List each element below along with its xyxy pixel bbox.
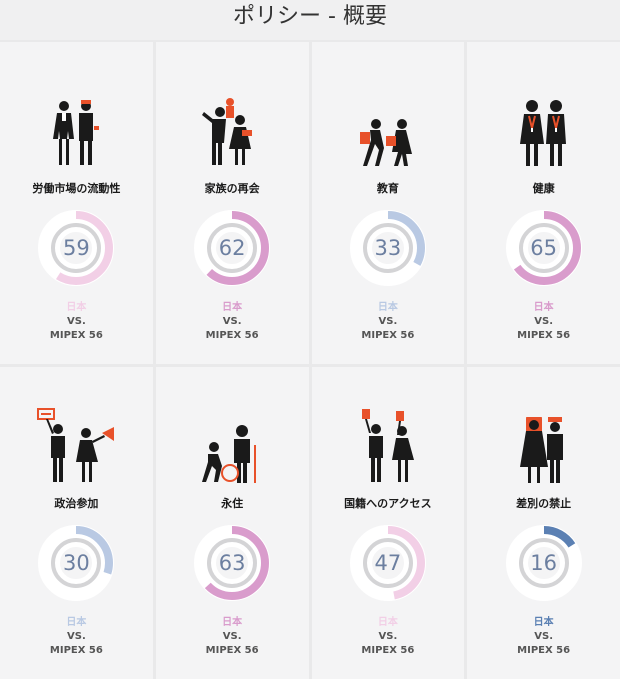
policy-card-family-reunion[interactable]: 家族の再会 62 日本 VS. MIPEX 56 [155, 42, 309, 364]
policy-label: 国籍へのアクセス [344, 497, 432, 510]
mipex-average: MIPEX 56 [49, 645, 103, 656]
score-value: 59 [63, 236, 90, 260]
score-value: 62 [218, 236, 246, 260]
score-donut: 59 [38, 210, 115, 286]
score-value: 47 [374, 551, 402, 575]
policy-card-labour-market[interactable]: 労働市場の流動性 59 日本 VS. MIPEX 56 [0, 42, 153, 364]
score-arc [350, 526, 425, 600]
policy-card-health[interactable]: 健康 65 日本 VS. MIPEX 56 [467, 42, 620, 364]
policy-label: 健康 [532, 182, 555, 195]
score-arc [506, 211, 581, 285]
doctors-icon [519, 100, 566, 166]
score-value: 33 [374, 236, 402, 260]
page-title: ポリシー - 概要 [0, 0, 620, 40]
score-arc [39, 211, 114, 285]
mipex-inner-ring [207, 223, 258, 273]
mipex-inner-ring [518, 223, 569, 273]
country-label: 日本 [533, 617, 554, 628]
policy-card-education[interactable]: 教育 33 日本 VS. MIPEX 56 [311, 42, 465, 364]
vs-label: VS. [378, 631, 398, 642]
mipex-average: MIPEX 56 [205, 330, 259, 341]
score-value: 63 [218, 551, 246, 575]
policy-label: 教育 [376, 182, 399, 195]
mipex-inner-ring [51, 538, 102, 588]
mipex-average: MIPEX 56 [361, 330, 415, 341]
policy-label: 政治参加 [54, 497, 99, 510]
mipex-average: MIPEX 56 [361, 645, 415, 656]
score-arc [195, 526, 270, 600]
score-value: 65 [530, 236, 557, 260]
policy-card-nationality-access[interactable]: 国籍へのアクセス 47 日本 VS. MIPEX 56 [311, 367, 465, 679]
vs-label: VS. [222, 316, 242, 327]
vs-label: VS. [534, 631, 553, 642]
mipex-average: MIPEX 56 [517, 645, 571, 656]
mipex-average: MIPEX 56 [49, 330, 103, 341]
score-donut: 47 [349, 525, 426, 601]
mipex-inner-ring [207, 538, 258, 588]
score-donut: 65 [505, 210, 582, 286]
score-donut: 63 [194, 525, 271, 601]
country-label: 日本 [222, 302, 243, 313]
vs-label: VS. [67, 316, 86, 327]
family-with-child-icon [202, 425, 257, 483]
vs-label: VS. [67, 631, 86, 642]
diverse-couple-icon [519, 417, 563, 483]
policy-card-political-participation[interactable]: 政治参加 30 日本 VS. MIPEX 56 [0, 367, 153, 679]
mipex-inner-ring [362, 223, 413, 273]
mipex-average: MIPEX 56 [517, 330, 571, 341]
vs-label: VS. [378, 316, 398, 327]
policy-label: 永住 [221, 497, 244, 510]
country-label: 日本 [222, 617, 243, 628]
country-label: 日本 [377, 302, 398, 313]
vs-label: VS. [534, 316, 553, 327]
score-arc [350, 211, 425, 285]
policy-grid: 労働市場の流動性 59 日本 VS. MIPEX 56 [0, 40, 620, 679]
country-label: 日本 [66, 617, 87, 628]
policy-label: 家族の再会 [204, 182, 260, 195]
family-reunion-icon [202, 98, 253, 165]
mipex-inner-ring [362, 538, 413, 588]
score-arc [506, 526, 581, 600]
rally-icon [37, 408, 115, 482]
policy-label: 差別の禁止 [516, 497, 572, 510]
score-donut: 30 [38, 525, 115, 601]
score-donut: 62 [194, 210, 271, 286]
voters-icon [361, 409, 414, 482]
students-icon [359, 119, 412, 166]
policy-label: 労働市場の流動性 [32, 182, 121, 195]
policy-card-anti-discrimination[interactable]: 差別の禁止 16 日本 VS. MIPEX 56 [467, 367, 620, 679]
mipex-inner-ring [51, 223, 102, 273]
score-arc [39, 526, 114, 600]
score-donut: 33 [349, 210, 426, 286]
worker-couple-icon [53, 100, 100, 165]
score-donut: 16 [505, 525, 582, 601]
score-value: 16 [530, 551, 557, 575]
score-arc [195, 211, 270, 285]
country-label: 日本 [66, 302, 87, 313]
mipex-average: MIPEX 56 [205, 645, 259, 656]
country-label: 日本 [377, 617, 398, 628]
mipex-inner-ring [518, 538, 569, 588]
score-value: 30 [63, 551, 90, 575]
country-label: 日本 [533, 302, 554, 313]
vs-label: VS. [222, 631, 242, 642]
policy-card-permanent-residence[interactable]: 永住 63 日本 VS. MIPEX 56 [155, 367, 309, 679]
